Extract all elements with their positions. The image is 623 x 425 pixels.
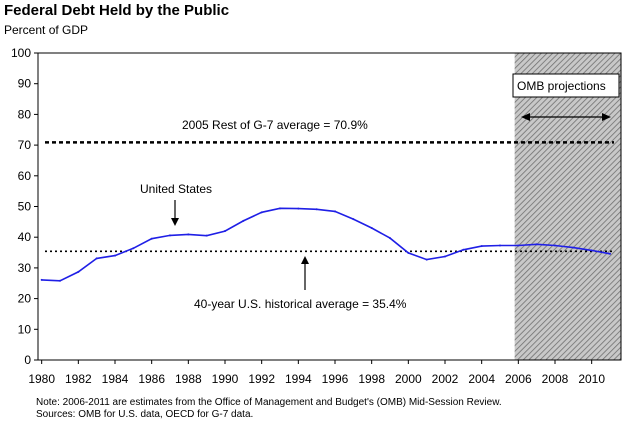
x-tick-label: 2002 — [432, 372, 459, 386]
x-tick-label: 2000 — [395, 372, 422, 386]
projection-label-box — [512, 73, 620, 98]
x-tick-label: 1986 — [138, 372, 165, 386]
data-point — [389, 237, 391, 240]
data-point — [242, 219, 245, 222]
data-point — [132, 247, 135, 250]
y-axis-unit-label: Percent of GDP — [4, 23, 89, 37]
x-tick-label: 1990 — [212, 372, 239, 386]
data-point — [499, 244, 501, 247]
x-tick-label: 2008 — [542, 372, 569, 386]
historical-average-arrow — [301, 256, 309, 290]
x-tick-label: 1988 — [175, 372, 202, 386]
data-point — [260, 211, 263, 214]
x-tick-label: 2010 — [578, 372, 605, 386]
y-tick-label: 20 — [18, 292, 32, 306]
note-text: Note: 2006-2011 are estimates from the O… — [36, 397, 502, 408]
x-tick-label: 2004 — [468, 372, 495, 386]
x-tick-label: 1992 — [248, 372, 275, 386]
us-debt-line — [41, 207, 611, 282]
data-point — [187, 233, 190, 236]
data-point — [279, 207, 281, 210]
projection-range-arrow — [521, 113, 611, 121]
y-tick-label: 50 — [18, 200, 32, 214]
data-point — [554, 244, 556, 247]
data-point — [315, 208, 318, 211]
data-point — [114, 254, 116, 257]
data-point — [609, 252, 611, 255]
data-point — [297, 207, 300, 210]
y-tick-label: 100 — [11, 46, 31, 60]
data-point — [535, 243, 538, 246]
projection-label: OMB projections — [517, 79, 606, 93]
united-states-label: United States — [140, 182, 212, 196]
y-tick-label: 60 — [18, 169, 32, 183]
data-point — [95, 257, 98, 260]
data-point — [590, 249, 593, 252]
y-tick-label: 80 — [18, 107, 32, 121]
data-point — [169, 234, 171, 237]
data-point — [334, 210, 336, 213]
y-tick-label: 10 — [18, 322, 32, 336]
x-tick-label: 1996 — [322, 372, 349, 386]
data-point — [224, 230, 226, 233]
data-point — [370, 226, 373, 229]
y-tick-label: 70 — [18, 138, 32, 152]
y-tick-label: 90 — [18, 77, 32, 91]
united-states-arrow — [171, 200, 179, 226]
projection-shading — [514, 53, 621, 360]
x-tick-label: 1998 — [358, 372, 385, 386]
data-point — [205, 234, 208, 237]
data-point — [444, 255, 446, 258]
sources-text: Sources: OMB for U.S. data, OECD for G-7… — [36, 409, 254, 420]
x-tick-label: 1994 — [285, 372, 312, 386]
data-point — [462, 248, 465, 251]
x-tick-label: 2006 — [505, 372, 532, 386]
data-point — [352, 218, 355, 221]
g7-average-label: 2005 Rest of G-7 average = 70.9% — [182, 118, 368, 132]
data-point — [407, 251, 410, 254]
data-point — [40, 278, 43, 281]
chart-title: Federal Debt Held by the Public — [4, 2, 230, 19]
y-tick-label: 0 — [24, 353, 31, 367]
x-tick-label: 1984 — [102, 372, 129, 386]
chart: 0 10 20 30 40 50 60 70 80 90 100 1980 1982 1984 1986 19… — [11, 46, 622, 386]
data-point — [425, 258, 428, 261]
x-tick-label: 1982 — [65, 372, 92, 386]
historical-average-label: 40-year U.S. historical average = 35.4% — [194, 297, 407, 311]
y-tick-label: 40 — [18, 230, 32, 244]
y-tick-label: 30 — [18, 261, 32, 275]
data-point — [150, 237, 153, 240]
data-point — [517, 244, 520, 247]
data-point — [480, 245, 483, 248]
data-point — [77, 270, 80, 273]
data-point — [59, 279, 61, 282]
data-point — [572, 246, 575, 249]
x-tick-label: 1980 — [28, 372, 55, 386]
